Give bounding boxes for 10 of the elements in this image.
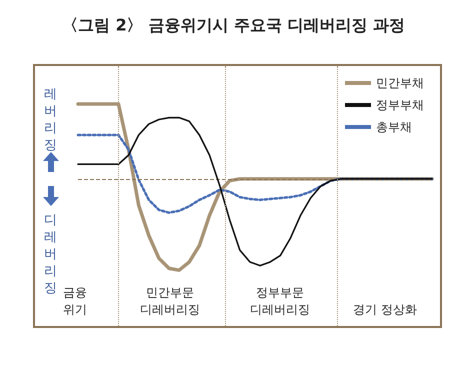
text: 레버리징 [44,87,57,153]
chart-title: 〈그림 2〉 금융위기시 주요국 디레버리징 과정 [62,16,405,34]
legend-label: 정부부채 [376,98,424,112]
text: 정부부문 디레버리징 [250,286,310,316]
text: 경기 정상화 [353,302,417,316]
legend-label: 총부채 [376,120,412,134]
text: 금융 위기 [63,286,87,316]
legend-label: 민간부채 [376,76,424,90]
text: 민간부문 디레버리징 [140,286,200,316]
text: 디레버리징 [44,213,57,296]
